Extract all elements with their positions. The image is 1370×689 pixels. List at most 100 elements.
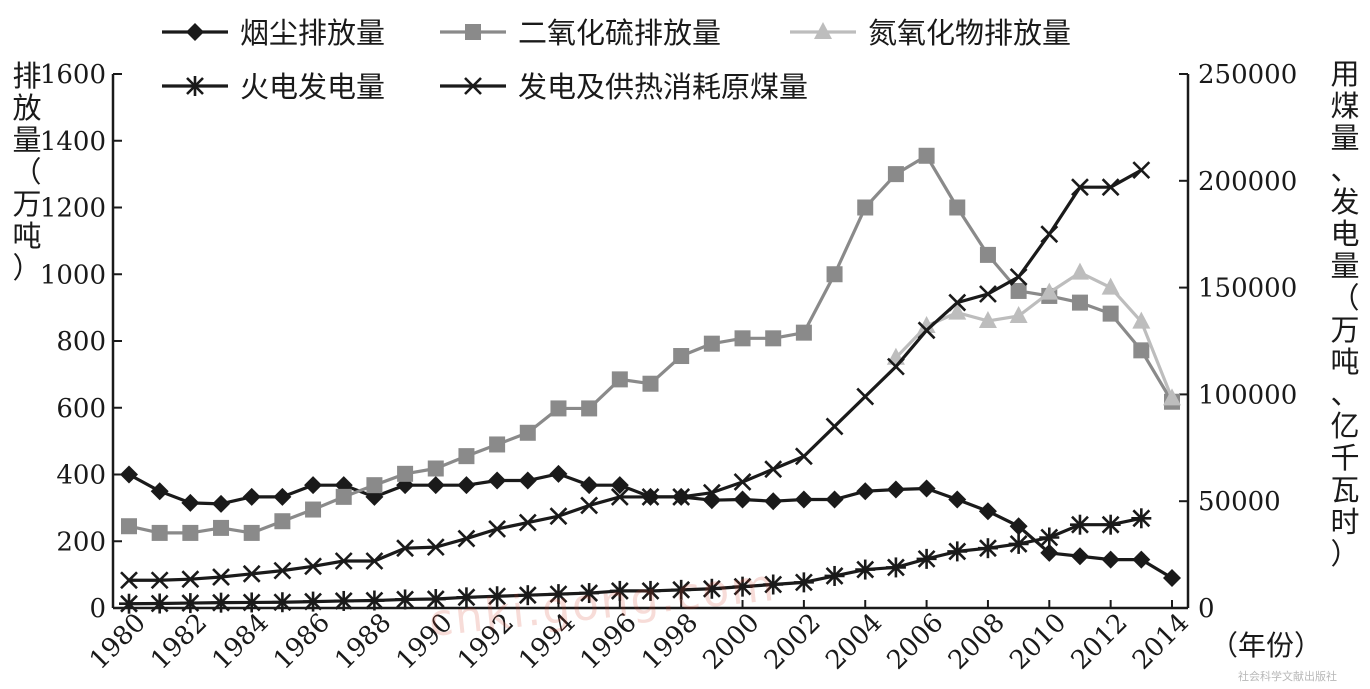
data-point xyxy=(151,524,168,541)
data-point xyxy=(1009,268,1028,286)
data-point xyxy=(395,589,416,610)
data-point xyxy=(213,519,230,536)
data-point xyxy=(425,589,446,610)
data-point xyxy=(978,310,997,328)
data-point xyxy=(333,590,354,611)
data-point xyxy=(917,479,936,498)
data-point xyxy=(465,24,481,40)
data-point xyxy=(918,147,935,164)
data-point xyxy=(1132,311,1151,329)
right-axis-label: 用煤量、发电量（万吨、亿千瓦时） xyxy=(1330,57,1360,571)
data-point xyxy=(855,559,876,580)
data-point xyxy=(642,375,659,392)
data-point xyxy=(886,357,905,376)
left-tick-label: 1400 xyxy=(40,127,106,157)
data-point xyxy=(733,490,752,509)
data-point xyxy=(1101,178,1120,197)
right-tick-label: 150000 xyxy=(1198,274,1297,304)
data-point xyxy=(488,471,507,490)
data-point xyxy=(1069,514,1090,535)
data-point xyxy=(364,590,385,611)
x-tick-label: 2002 xyxy=(759,608,827,676)
data-point xyxy=(273,487,292,506)
data-point xyxy=(886,480,905,499)
data-point xyxy=(241,592,262,613)
data-point xyxy=(885,557,906,578)
data-point xyxy=(426,538,445,557)
data-point xyxy=(549,507,568,526)
data-point xyxy=(456,587,477,608)
x-tick-label: 1982 xyxy=(145,608,213,676)
legend-item-3: 火电发电量 xyxy=(162,70,385,104)
legend-label: 二氧化硫排放量 xyxy=(518,16,721,50)
data-point xyxy=(1071,178,1089,197)
series-2 xyxy=(886,262,1181,406)
data-point xyxy=(1040,225,1059,244)
data-point xyxy=(335,488,352,505)
data-point xyxy=(887,166,904,183)
data-point xyxy=(610,476,629,495)
data-point xyxy=(856,387,875,406)
legend-label: 发电及供热消耗原煤量 xyxy=(518,70,808,104)
data-point xyxy=(824,565,845,586)
data-point xyxy=(1070,262,1089,280)
data-point xyxy=(274,513,291,530)
data-point xyxy=(1071,294,1088,311)
data-point xyxy=(426,476,445,495)
data-point xyxy=(977,538,998,559)
data-point xyxy=(1131,508,1152,529)
data-point xyxy=(212,494,231,513)
data-point xyxy=(732,576,753,597)
data-point xyxy=(948,490,967,509)
data-point xyxy=(180,593,201,614)
data-point xyxy=(549,464,568,483)
data-point xyxy=(303,591,324,612)
data-point xyxy=(609,580,630,601)
data-point xyxy=(1010,282,1027,299)
right-tick-label: 0 xyxy=(1198,594,1215,624)
data-point xyxy=(1163,388,1181,406)
legend-item-0: 烟尘排放量 xyxy=(162,16,385,50)
series-3 xyxy=(119,508,1152,614)
data-point xyxy=(733,473,752,491)
data-point xyxy=(917,315,936,333)
data-point xyxy=(181,570,200,589)
data-point xyxy=(1040,282,1059,300)
x-tick-label: 2004 xyxy=(820,608,888,676)
right-tick-label: 200000 xyxy=(1198,167,1297,197)
data-point xyxy=(1132,550,1151,569)
right-tick-label: 50000 xyxy=(1198,487,1281,517)
left-tick-label: 0 xyxy=(89,594,106,624)
data-point xyxy=(1101,277,1120,295)
data-point xyxy=(979,246,996,263)
data-point xyxy=(580,496,599,515)
left-tick-label: 1200 xyxy=(40,194,106,224)
x-tick-label: 2008 xyxy=(943,608,1011,676)
data-point xyxy=(458,448,475,465)
data-point xyxy=(242,487,261,506)
left-tick-label: 400 xyxy=(56,461,106,491)
data-point xyxy=(487,586,508,607)
right-tick-label: 250000 xyxy=(1198,60,1297,90)
data-point xyxy=(273,561,292,580)
x-tick-label: 1984 xyxy=(207,608,275,676)
data-point xyxy=(120,571,138,590)
data-point xyxy=(517,585,538,606)
data-point xyxy=(182,524,199,541)
left-tick-label: 800 xyxy=(56,327,106,357)
data-point xyxy=(610,488,629,506)
series-line xyxy=(128,516,1142,606)
data-point xyxy=(793,572,814,593)
data-point xyxy=(150,482,169,501)
data-point xyxy=(186,23,204,41)
left-tick-label: 1000 xyxy=(40,260,106,290)
data-point xyxy=(457,529,476,548)
data-point xyxy=(243,524,260,541)
data-point xyxy=(917,321,936,340)
data-point xyxy=(764,492,783,511)
legend-label: 火电发电量 xyxy=(240,70,385,104)
x-tick-label: 2006 xyxy=(882,608,950,676)
series-line xyxy=(894,270,1174,399)
x-axis-unit: （年份） xyxy=(1210,629,1323,662)
